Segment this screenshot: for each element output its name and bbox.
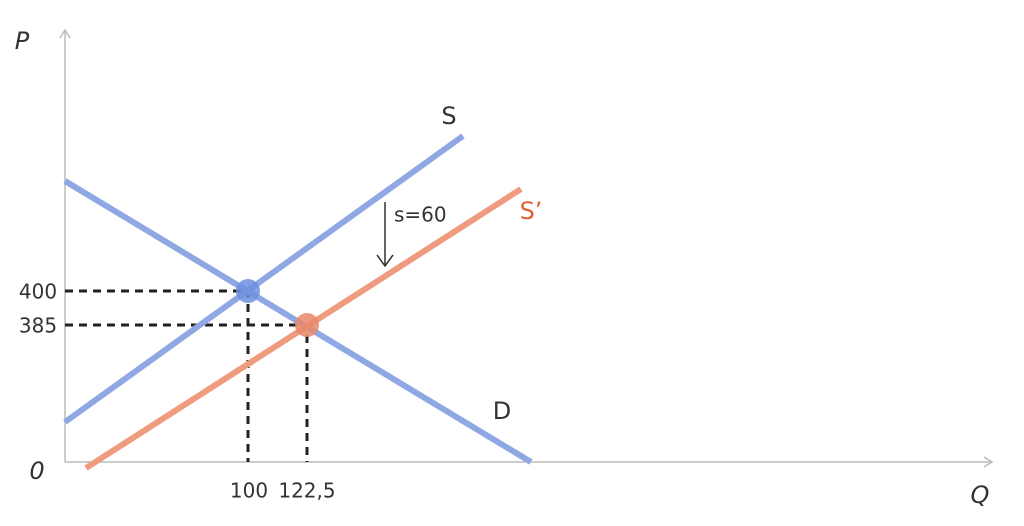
supply-label: S — [441, 102, 456, 130]
supply-curve — [63, 133, 465, 425]
x-tick-label: 100 — [230, 479, 268, 503]
equilibrium-point — [295, 313, 319, 337]
x-axis-label: Q — [971, 481, 990, 509]
axes — [59, 28, 994, 468]
x-axis-arrow — [983, 456, 994, 468]
origin-label: 0 — [29, 457, 44, 485]
demand-label: D — [493, 397, 511, 425]
x-tick-label: 122,5 — [278, 479, 335, 503]
equilibrium-point — [236, 279, 260, 303]
y-tick-label: 385 — [19, 314, 57, 338]
shifted-supply-label: S’ — [520, 197, 543, 225]
y-axis-label: P — [15, 27, 30, 55]
shift-arrow-head — [376, 254, 394, 268]
shift-label: s=60 — [394, 203, 447, 227]
y-axis-arrow — [59, 28, 71, 39]
y-tick-label: 400 — [19, 280, 57, 304]
guide-line — [65, 289, 250, 462]
